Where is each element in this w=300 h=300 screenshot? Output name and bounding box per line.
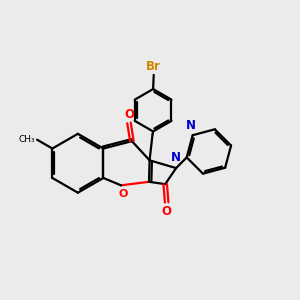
Text: O: O <box>162 205 172 218</box>
Text: O: O <box>119 189 128 199</box>
Text: Br: Br <box>146 60 161 73</box>
Text: CH₃: CH₃ <box>19 135 36 144</box>
Text: N: N <box>170 151 181 164</box>
Text: O: O <box>124 108 134 121</box>
Text: N: N <box>186 119 196 132</box>
